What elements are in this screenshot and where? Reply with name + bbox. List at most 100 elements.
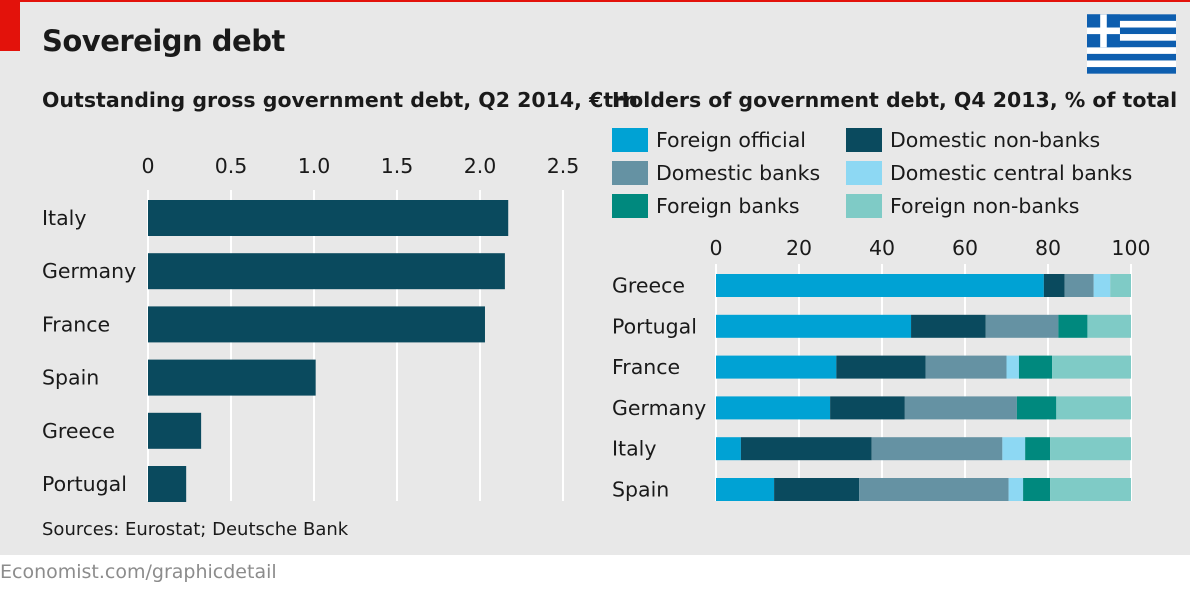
legend-label: Domestic central banks: [890, 161, 1133, 185]
category-label: Spain: [42, 366, 99, 390]
x-tick-label: 20: [786, 236, 812, 260]
bar-segment: [1023, 478, 1051, 501]
x-tick-label: 0: [709, 236, 722, 260]
x-tick-label: 40: [869, 236, 895, 260]
x-tick-label: 0.5: [215, 154, 248, 178]
bar-segment: [1050, 478, 1131, 501]
left-chart-title: Outstanding gross government debt, Q2 20…: [42, 88, 638, 112]
red-top-rule: [0, 0, 1190, 2]
bar-segment: [716, 355, 837, 379]
bar-segment: [1025, 437, 1051, 461]
legend-swatch: [846, 128, 882, 152]
legend-swatch: [846, 161, 882, 185]
red-corner-tab: [0, 2, 20, 51]
bar: [148, 253, 505, 290]
footer-link[interactable]: Economist.com/graphicdetail: [0, 561, 277, 583]
bar-segment: [1058, 314, 1088, 338]
bar-segment: [716, 396, 831, 420]
flag-stripe: [1087, 67, 1176, 74]
bar-segment: [1056, 396, 1131, 420]
legend-label: Domestic banks: [656, 161, 821, 185]
bar: [148, 412, 202, 449]
bar-segment: [871, 437, 1003, 461]
bar-segment: [716, 437, 741, 461]
bar-segment: [1016, 396, 1057, 420]
x-tick-label: 2.0: [464, 154, 497, 178]
bar-segment: [859, 478, 1009, 501]
bar-segment: [1087, 314, 1131, 338]
legend-item: Domestic banks: [612, 160, 820, 186]
category-label: Spain: [612, 478, 669, 502]
bar: [148, 200, 509, 236]
right-chart-title: Holders of government debt, Q4 2013, % o…: [612, 88, 1178, 112]
category-label: Greece: [42, 419, 115, 443]
category-label: Italy: [612, 437, 656, 461]
x-tick-label: 1.0: [298, 154, 331, 178]
category-label: France: [42, 312, 110, 336]
bar: [148, 359, 316, 396]
legend-label: Foreign official: [656, 128, 806, 152]
flag-stripe: [1087, 53, 1176, 61]
bar-segment: [1110, 274, 1131, 297]
bar-segment: [774, 478, 860, 501]
x-tick-label: 100: [1111, 236, 1150, 260]
bar-segment: [925, 355, 1007, 379]
x-tick-label: 1.5: [381, 154, 414, 178]
category-label: France: [612, 355, 680, 379]
flag-stripe: [1087, 14, 1176, 21]
chart-legend: Foreign official Domestic non-banks Domest…: [612, 124, 1172, 224]
holders-stacked-bar-chart: 0 20 40 60 80 100 Greece Portugal France Germany I…: [612, 236, 1151, 502]
legend-swatch: [846, 194, 882, 218]
bar-segment: [740, 437, 872, 461]
legend-swatch: [612, 128, 648, 152]
legend-item: Foreign official: [612, 127, 806, 153]
bar-segment: [1002, 437, 1026, 461]
legend-item: Domestic non-banks: [846, 127, 1100, 153]
legend-item: Domestic central banks: [846, 160, 1132, 186]
bar-segment: [911, 314, 986, 338]
legend-swatch: [612, 161, 648, 185]
bar-segment: [1050, 437, 1131, 461]
bar-segment: [1018, 355, 1053, 379]
bar-segment: [1064, 274, 1094, 297]
x-tick-label: 80: [1035, 236, 1061, 260]
bar-segment: [1008, 478, 1024, 501]
category-label: Germany: [42, 259, 136, 283]
legend-swatch: [612, 194, 648, 218]
legend-item: Foreign non-banks: [846, 193, 1079, 219]
x-tick-label: 60: [952, 236, 978, 260]
bar-segment: [836, 355, 926, 379]
legend-label: Domestic non-banks: [890, 128, 1101, 152]
bar-segment: [904, 396, 1017, 420]
bar: [148, 306, 485, 343]
category-label: Germany: [612, 396, 706, 420]
bar: [148, 466, 187, 502]
greece-flag-icon: [1087, 14, 1176, 74]
x-tick-label: 0: [141, 154, 154, 178]
category-label: Italy: [42, 206, 86, 230]
category-label: Greece: [612, 274, 685, 298]
legend-label: Foreign banks: [656, 194, 800, 218]
flag-stripe: [1087, 20, 1176, 28]
bar-segment: [985, 314, 1059, 338]
legend-item: Foreign banks: [612, 193, 800, 219]
sources-note: Sources: Eurostat; Deutsche Bank: [42, 519, 349, 540]
debt-bar-chart: 0 0.5 1.0 1.5 2.0 2.5 Italy Germany France Spain G…: [42, 154, 579, 502]
bar-segment: [1052, 355, 1131, 379]
category-label: Portugal: [42, 472, 127, 496]
flag-stripe: [1087, 60, 1176, 68]
bar-segment: [1093, 274, 1111, 297]
bar-segment: [716, 274, 1044, 297]
bar-segment: [830, 396, 905, 420]
legend-label: Foreign non-banks: [890, 194, 1080, 218]
flag-stripe: [1087, 47, 1176, 54]
category-label: Portugal: [612, 314, 697, 338]
flag-stripe: [1087, 27, 1176, 35]
page-title: Sovereign debt: [42, 24, 285, 58]
bar-segment: [1043, 274, 1065, 297]
bar-segment: [1006, 355, 1019, 379]
bar-segment: [716, 478, 775, 501]
bar-segment: [716, 314, 912, 338]
flag-stripe: [1087, 34, 1176, 41]
flag-stripe: [1087, 40, 1176, 48]
